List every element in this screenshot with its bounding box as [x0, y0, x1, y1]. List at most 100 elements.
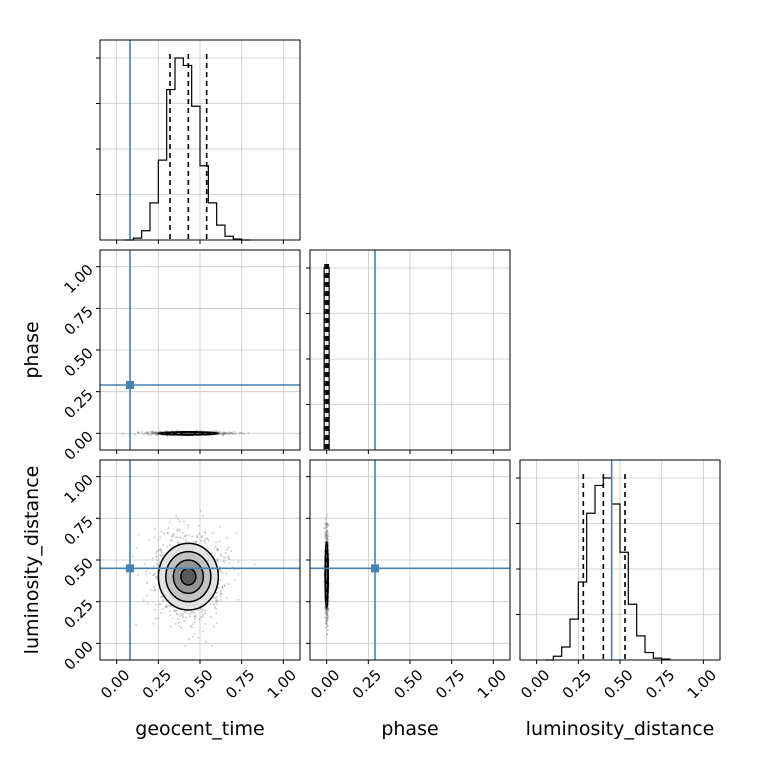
- sample-point: [323, 533, 326, 536]
- sample-point: [185, 617, 188, 620]
- sample-point: [214, 597, 217, 600]
- sample-point: [215, 596, 218, 599]
- sample-point: [154, 577, 157, 580]
- sample-point: [325, 534, 328, 537]
- sample-point: [169, 544, 172, 547]
- joint-panel-geocent_time-phase: [96, 249, 301, 454]
- sample-point: [172, 532, 175, 535]
- sample-point: [156, 432, 159, 435]
- x-tick-label: 0.00: [307, 666, 343, 702]
- x-tick-label: 1.00: [684, 666, 720, 702]
- sample-point: [162, 543, 165, 546]
- sample-point: [155, 552, 158, 555]
- sample-point: [137, 431, 140, 434]
- sample-point: [155, 432, 158, 435]
- sample-point: [152, 431, 155, 434]
- sample-point: [177, 621, 180, 624]
- sample-point: [327, 535, 330, 538]
- sample-point: [172, 535, 175, 538]
- sample-point: [142, 599, 145, 602]
- x-tick-label: 1.00: [264, 666, 300, 702]
- sample-point: [184, 535, 187, 538]
- sample-point: [154, 572, 157, 575]
- sample-point: [197, 609, 200, 612]
- sample-point: [146, 581, 149, 584]
- sample-point: [154, 432, 157, 435]
- sample-point: [170, 539, 173, 542]
- sample-point: [204, 531, 207, 534]
- sample-point: [183, 620, 186, 623]
- sample-point: [235, 532, 238, 535]
- sample-point: [169, 614, 172, 617]
- sample-point: [174, 610, 177, 613]
- truth-marker: [126, 381, 134, 389]
- sample-point: [188, 613, 191, 616]
- sample-point: [175, 609, 178, 612]
- sample-point: [157, 538, 160, 541]
- contour: [180, 431, 197, 436]
- sample-point: [327, 616, 330, 619]
- histogram-geocent_time: [125, 57, 250, 241]
- sample-point: [327, 538, 330, 541]
- sample-point: [206, 537, 209, 540]
- sample-point: [199, 509, 202, 512]
- sample-point: [325, 531, 328, 534]
- sample-point: [325, 616, 328, 619]
- sample-point: [209, 615, 212, 618]
- joint-panel-geocent_time-luminosity_distance: [96, 459, 301, 664]
- y-tick-label: 0.75: [60, 302, 96, 338]
- sample-point: [215, 622, 218, 625]
- sample-point: [161, 595, 164, 598]
- sample-point: [171, 429, 174, 432]
- y-tick-label: 0.25: [60, 386, 96, 422]
- sample-point: [324, 606, 327, 609]
- sample-point: [148, 432, 151, 435]
- sample-point: [324, 609, 327, 612]
- sample-point: [145, 432, 148, 435]
- sample-point: [154, 604, 157, 607]
- sample-point: [185, 540, 188, 543]
- sample-point: [151, 432, 154, 435]
- sample-point: [184, 645, 187, 648]
- sample-point: [194, 540, 197, 543]
- sample-point: [198, 524, 201, 527]
- sample-point: [160, 555, 163, 558]
- sample-point: [143, 432, 146, 435]
- sample-point: [221, 432, 224, 435]
- sample-point: [175, 515, 178, 518]
- sample-point: [154, 432, 157, 435]
- sample-point: [324, 610, 327, 613]
- sample-point: [153, 431, 156, 434]
- sample-point: [325, 533, 328, 536]
- sample-point: [151, 429, 154, 432]
- sample-point: [325, 522, 328, 525]
- sample-point: [221, 433, 224, 436]
- sample-point: [234, 432, 237, 435]
- sample-point: [155, 555, 158, 558]
- sample-point: [218, 569, 221, 572]
- sample-point: [131, 555, 134, 558]
- sample-point: [326, 609, 329, 612]
- x-tick-label: 0.50: [180, 666, 216, 702]
- sample-point: [219, 595, 222, 598]
- sample-point: [324, 531, 327, 534]
- sample-point: [155, 432, 158, 435]
- sample-point: [233, 579, 236, 582]
- sample-point: [223, 560, 226, 563]
- sample-point: [325, 532, 328, 535]
- sample-point: [204, 542, 207, 545]
- sample-point: [169, 604, 172, 607]
- sample-point: [187, 534, 190, 537]
- sample-point: [324, 535, 327, 538]
- sample-point: [146, 602, 149, 605]
- sample-point: [159, 548, 162, 551]
- sample-point: [182, 537, 185, 540]
- sample-point: [152, 565, 155, 568]
- sample-point: [215, 607, 218, 610]
- sample-point: [215, 591, 218, 594]
- sample-point: [211, 644, 214, 647]
- sample-point: [215, 541, 218, 544]
- sample-point: [324, 526, 327, 529]
- sample-point: [228, 432, 231, 435]
- sample-point: [228, 432, 231, 435]
